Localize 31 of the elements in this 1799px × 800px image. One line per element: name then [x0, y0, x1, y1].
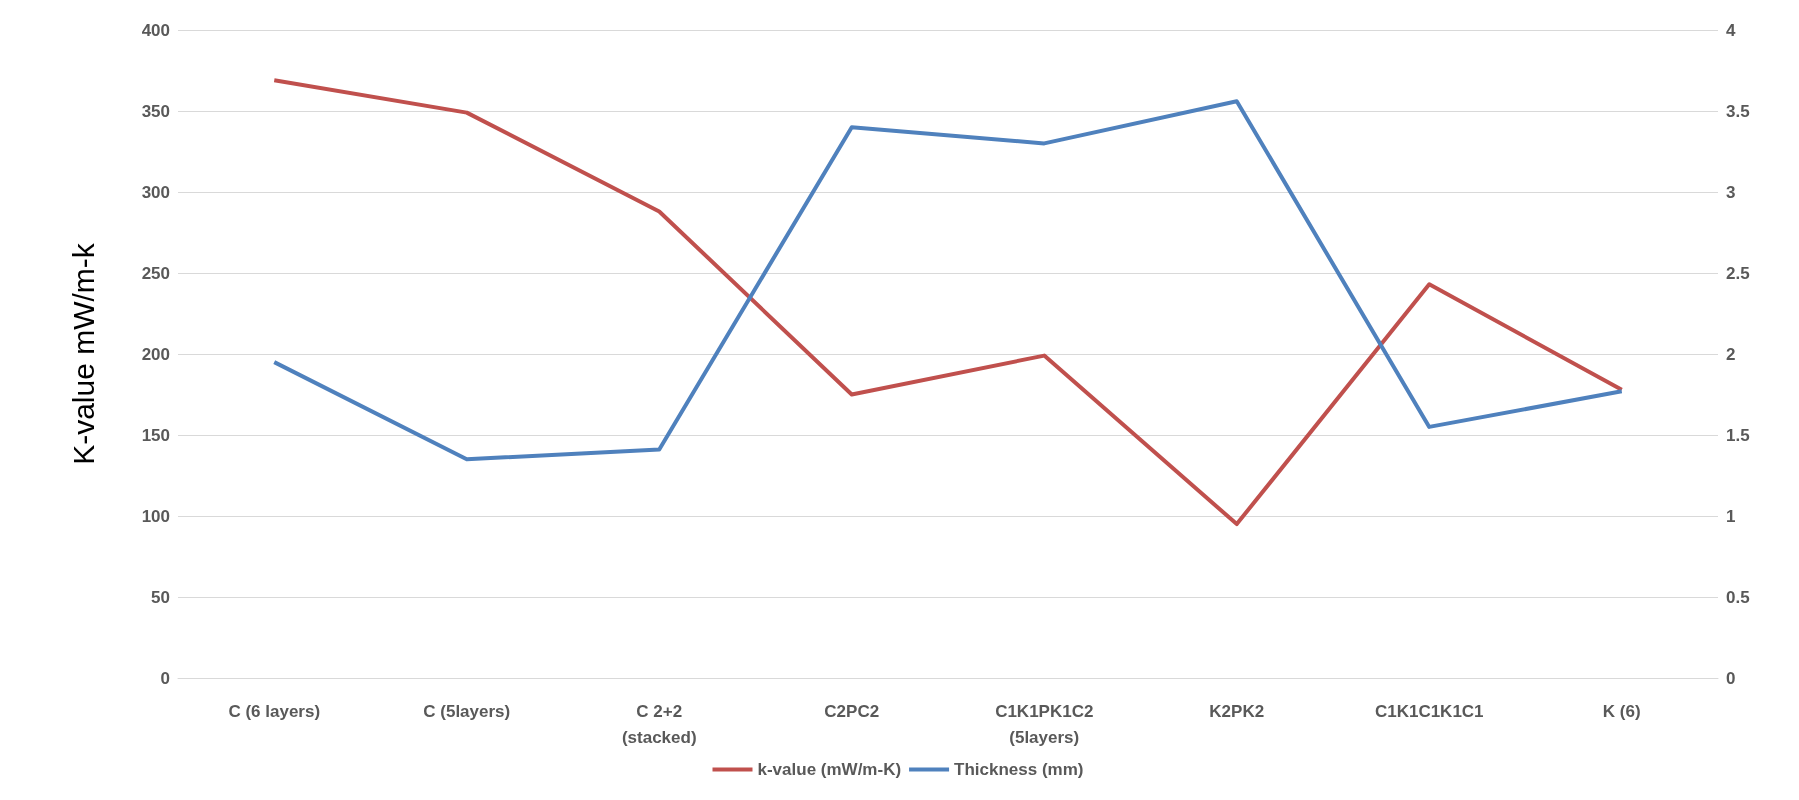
- y-tick-label: 150: [141, 425, 170, 445]
- y-tick-label: 350: [141, 101, 170, 121]
- x-tick-label: C (5layers): [423, 701, 511, 721]
- line-series: [272, 99, 1624, 462]
- y-tick-label: 200: [141, 344, 170, 364]
- y2-tick-label: 0: [1726, 668, 1736, 688]
- x-tick-label: C (6 layers): [228, 701, 321, 721]
- y-tick-label: 300: [141, 182, 170, 202]
- y2-tick-label: 1: [1726, 506, 1736, 526]
- y-tick-label: 100: [141, 506, 170, 526]
- legend-label: Thickness (mm): [954, 760, 1084, 779]
- y-tick-label: 50: [151, 587, 170, 607]
- y2-tick-label: 4: [1726, 20, 1736, 40]
- x-tick-label: K (6): [1602, 701, 1641, 721]
- x-tick-label: C 2+2 (stacked): [621, 701, 697, 747]
- y2-tick-label: 0.5: [1726, 587, 1750, 607]
- y-tick-label: 400: [141, 20, 170, 40]
- y2-tick-label: 2.5: [1726, 263, 1750, 283]
- legend-label: k-value (mW/m-K): [757, 760, 902, 779]
- y-tick-label: 0: [160, 668, 170, 688]
- y2-tick-label: 3: [1726, 182, 1736, 202]
- y2-tick-label: 3.5: [1726, 101, 1750, 121]
- x-tick-label: C1K1C1K1C1: [1374, 701, 1484, 721]
- y-axis-title: K-value mW/m-k: [66, 242, 100, 465]
- x-tick-label: C2PC2: [824, 701, 880, 721]
- x-tick-label: K2PK2: [1209, 701, 1265, 721]
- y-tick-label: 250: [141, 263, 170, 283]
- x-tick-label: C1K1PK1C2 (5layers): [995, 701, 1094, 747]
- line-series: [272, 78, 1624, 527]
- y2-tick-label: 2: [1726, 344, 1736, 364]
- y2-tick-label: 1.5: [1726, 425, 1750, 445]
